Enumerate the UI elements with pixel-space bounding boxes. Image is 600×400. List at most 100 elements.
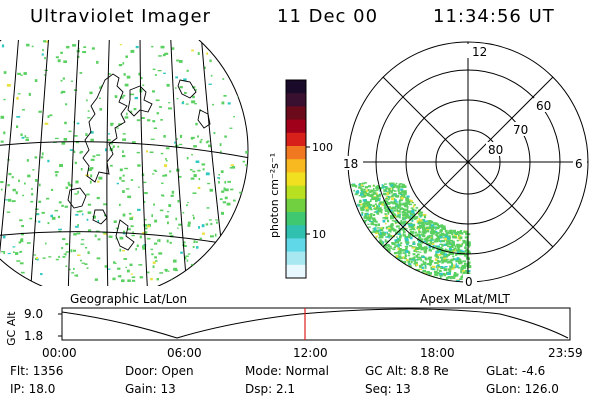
emission-dot [119,236,124,240]
emission-dot [447,245,451,248]
emission-dot [160,152,164,155]
emission-dot [393,220,397,222]
emission-dot [408,263,412,266]
emission-dot [415,207,419,209]
emission-dot [102,231,107,234]
emission-dot [182,211,185,214]
emission-dot [400,203,403,206]
emission-dot [397,213,402,216]
ip-value: IP: 18.0 [10,382,56,396]
earth-limb [0,40,249,286]
emission-dot [176,138,179,140]
emission-dot [442,258,447,262]
emission-dot [430,266,434,270]
emission-dot [38,110,42,113]
y-tick-label: 9.0 [24,307,43,321]
emission-dot [406,207,409,209]
y-tick-label: 1.8 [24,329,43,343]
emission-dot [383,203,387,206]
emission-dot [452,277,456,279]
emission-dot [74,161,77,165]
emission-dot [391,195,394,198]
emission-dot [156,278,159,281]
emission-dot [467,244,471,248]
emission-dot [390,235,394,238]
emission-dot [113,220,117,223]
emission-dot [437,254,442,256]
emission-dot [77,224,79,226]
emission-dot [454,258,458,261]
emission-dot [104,214,107,217]
emission-dot [385,247,388,249]
emission-dot [367,189,370,192]
emission-dot [165,160,168,162]
emission-dot [192,192,197,194]
emission-dot [384,183,387,185]
emission-dot [90,167,94,170]
emission-dot [433,270,438,272]
emission-dot [92,155,96,158]
emission-dot [430,231,434,234]
emission-dot [166,239,169,243]
emission-dot [205,223,209,226]
emission-dot [443,225,446,227]
emission-dot [76,232,81,235]
emission-dot [423,250,427,254]
emission-dot [445,254,449,257]
emission-dot [362,199,367,202]
emission-dot [126,269,130,273]
emission-dot [47,159,50,163]
emission-dot [122,190,125,193]
emission-dot [385,186,388,190]
emission-dot [224,196,228,200]
emission-dot [403,203,405,206]
emission-dot [118,123,122,125]
mlt-label-18: 18 [343,157,358,171]
emission-dot [94,278,98,281]
emission-dot [394,221,397,224]
colorbar-swatch [286,119,306,134]
emission-dot [245,164,248,166]
emission-dot [464,250,469,253]
door-status: Door: Open [125,364,194,378]
emission-dot [399,193,403,196]
emission-dot [220,170,224,173]
emission-dot [162,194,165,197]
emission-dot [455,274,459,277]
emission-dot [422,227,426,230]
emission-dot [58,228,62,230]
emission-dot [436,246,440,248]
emission-dot [32,169,35,171]
emission-dot [433,226,438,229]
emission-dot [179,86,183,89]
emission-dot [51,216,56,220]
emission-dot [368,191,372,193]
emission-dot [429,272,432,274]
colorbar-swatch [286,251,306,266]
emission-dot [410,199,413,203]
emission-dot [221,101,225,105]
emission-dot [421,232,425,234]
emission-dot [448,276,452,278]
emission-dot [44,40,49,43]
emission-dot [99,86,101,89]
emission-dot [423,232,426,235]
emission-dot [364,216,367,219]
emission-dot [197,186,201,189]
emission-dot [170,194,174,197]
emission-dot [201,224,205,228]
emission-dot [21,225,24,228]
emission-dot [425,226,430,230]
emission-dot [40,273,43,276]
mlt-label-12: 12 [472,45,487,59]
emission-dot [406,198,409,202]
mlt-diagonal [382,76,554,248]
emission-dot [50,214,53,218]
emission-dot [136,119,141,122]
emission-dot [96,196,100,200]
emission-dot [73,89,78,91]
emission-dot [81,213,84,216]
mlat-label-80: 80 [488,143,503,157]
emission-dot [442,257,447,260]
emission-dot [420,263,424,266]
